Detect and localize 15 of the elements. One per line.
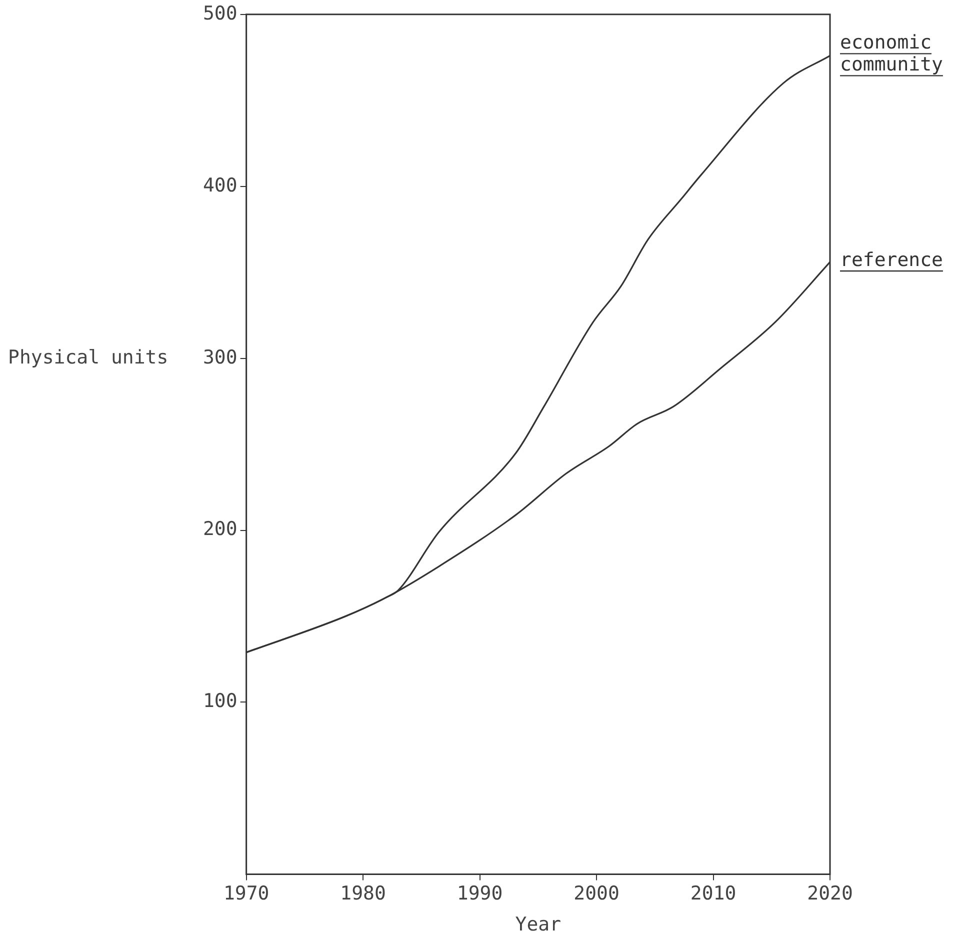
x-tick-label: 1990 xyxy=(456,882,503,905)
y-tick-label: 300 xyxy=(202,346,238,368)
series-label: economic community xyxy=(840,32,943,76)
y-axis-title: Physical units xyxy=(8,346,168,368)
x-tick-label: 2010 xyxy=(690,882,736,905)
x-tick-label: 2020 xyxy=(807,882,853,905)
series-label: reference xyxy=(840,249,943,272)
x-tick-label: 2000 xyxy=(574,882,620,905)
y-tick-label: 400 xyxy=(202,174,238,196)
x-axis-title: Year xyxy=(515,913,562,936)
x-tick-label: 1980 xyxy=(340,882,386,905)
y-tick-label: 100 xyxy=(202,690,238,712)
x-tick-label: 1970 xyxy=(223,882,270,905)
y-tick-label: 500 xyxy=(202,2,238,24)
y-tick-label: 200 xyxy=(202,518,238,540)
